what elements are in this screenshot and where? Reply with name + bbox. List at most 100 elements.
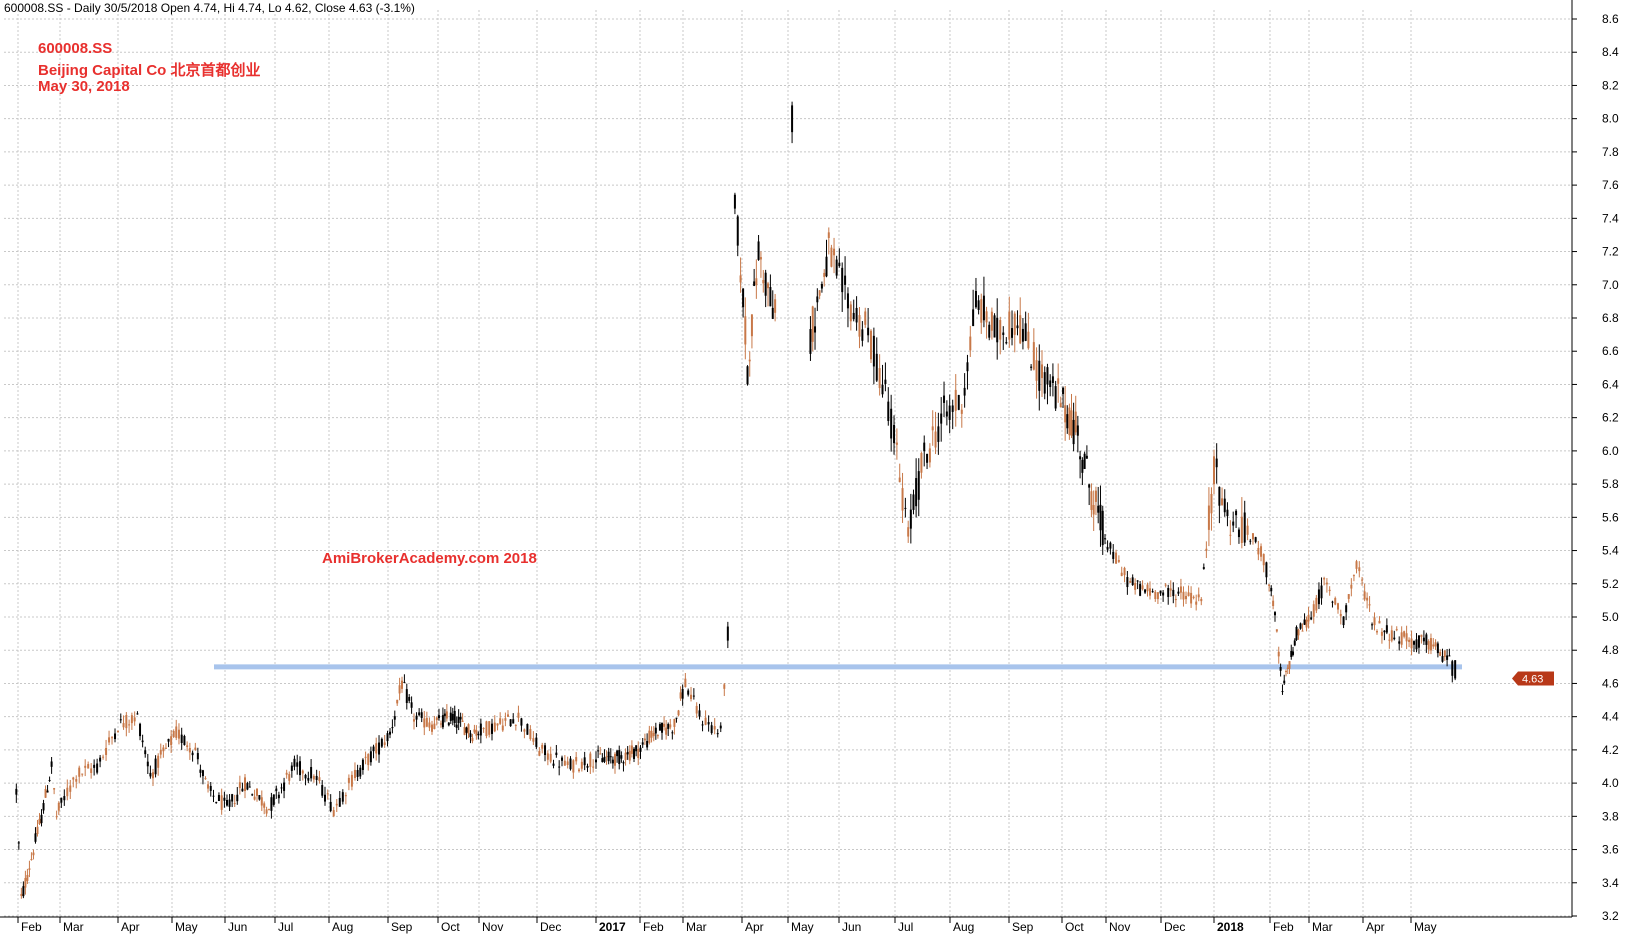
price-bar-body xyxy=(739,275,742,283)
price-bar-body xyxy=(413,719,415,722)
price-bar-body xyxy=(605,756,608,758)
price-bar-body xyxy=(246,783,249,790)
price-bar-body xyxy=(538,750,541,756)
price-bar-body xyxy=(231,794,234,802)
x-tick-label: Feb xyxy=(1273,920,1294,934)
price-bar-body xyxy=(893,424,896,444)
price-bar-body xyxy=(263,803,266,808)
price-bar-body xyxy=(175,726,178,738)
price-bar-body xyxy=(988,324,991,338)
price-bar-body xyxy=(654,727,657,734)
price-bar-body xyxy=(507,714,509,717)
price-bar-body xyxy=(667,724,670,729)
price-bar-body xyxy=(1361,579,1364,581)
price-bar-body xyxy=(996,317,999,343)
price-bar-body xyxy=(125,715,128,729)
y-tick-label: 3.4 xyxy=(1602,876,1619,890)
price-bar-body xyxy=(878,368,881,389)
price-bar-body xyxy=(771,307,774,319)
price-bar-body xyxy=(490,723,493,734)
price-bar-body xyxy=(755,278,758,286)
price-bar-body xyxy=(226,800,228,806)
price-bar-body xyxy=(338,797,341,807)
price-bar-body xyxy=(504,718,507,721)
price-bar-body xyxy=(223,797,226,801)
price-bar-body xyxy=(63,796,66,801)
price-bar-body xyxy=(630,745,633,754)
x-tick-label: Aug xyxy=(332,920,353,934)
price-bar-body xyxy=(960,409,963,414)
price-bar-body xyxy=(199,769,202,773)
price-bar-body xyxy=(1129,580,1132,583)
price-bar-body xyxy=(614,753,617,766)
price-bar-body xyxy=(677,710,680,716)
price-bar-body xyxy=(633,748,636,759)
price-bar-body xyxy=(471,737,474,742)
price-bar-body xyxy=(469,733,472,738)
price-bar-body xyxy=(864,311,867,325)
price-bar-body xyxy=(1109,542,1112,549)
price-bars xyxy=(15,101,1457,899)
price-bar-body xyxy=(858,315,861,337)
price-bar-body xyxy=(38,818,41,825)
price-bar-body xyxy=(1235,510,1238,516)
price-bar-body xyxy=(1115,552,1118,564)
price-bar-body xyxy=(1246,525,1249,535)
price-bar-body xyxy=(1331,601,1334,603)
y-tick-label: 4.8 xyxy=(1602,643,1619,657)
price-bar-body xyxy=(673,718,676,727)
price-bar-body xyxy=(1226,509,1229,517)
price-bar-body xyxy=(212,795,215,797)
price-bar-body xyxy=(209,785,212,791)
price-bar-body xyxy=(260,797,263,806)
price-bar-body xyxy=(1059,403,1062,408)
price-bar-body xyxy=(744,316,747,345)
price-bar-body xyxy=(248,786,251,788)
x-tick-label: Feb xyxy=(643,920,664,934)
price-bar-body xyxy=(431,724,433,732)
price-bar-body xyxy=(1243,512,1246,543)
price-bar-body xyxy=(17,842,20,844)
price-bar-body xyxy=(969,336,972,351)
price-bar-body xyxy=(1325,582,1328,585)
price-bar-body xyxy=(435,717,438,721)
price-bar-body xyxy=(915,478,918,507)
price-bar-body xyxy=(818,290,821,296)
price-bar-body xyxy=(520,718,523,726)
price-bar-body xyxy=(665,727,668,735)
price-bar-body xyxy=(595,759,597,763)
price-bar-body xyxy=(172,730,175,738)
price-bar-body xyxy=(733,194,736,209)
price-bar-body xyxy=(341,792,344,802)
price-bar-body xyxy=(1008,311,1011,340)
price-bar-body xyxy=(258,795,261,800)
price-bar-body xyxy=(423,718,426,728)
price-bar-body xyxy=(1385,625,1388,633)
x-tick-label: Jun xyxy=(228,920,247,934)
price-bar-body xyxy=(396,699,399,704)
price-bar-body xyxy=(28,868,31,870)
price-bar-body xyxy=(648,730,651,743)
price-bar-body xyxy=(841,267,844,293)
price-bar-body xyxy=(895,442,898,445)
price-bar-body xyxy=(463,727,466,735)
price-bar-body xyxy=(1251,533,1254,540)
price-bar-body xyxy=(569,758,572,770)
price-bar-body xyxy=(679,692,682,699)
price-bar-body xyxy=(526,724,529,735)
price-bar-body xyxy=(1021,328,1024,342)
price-bar-body xyxy=(15,788,18,795)
price-bar-body xyxy=(485,721,488,737)
y-axis-panel xyxy=(1572,0,1636,934)
price-bar-body xyxy=(1213,456,1215,485)
price-bar-body xyxy=(335,803,338,806)
price-bar-body xyxy=(1218,486,1221,506)
price-bar-body xyxy=(99,757,102,762)
price-bar-body xyxy=(1310,617,1313,620)
price-bar-body xyxy=(488,721,491,735)
price-bar-body xyxy=(1427,641,1430,650)
price-bar-body xyxy=(1013,313,1016,335)
price-bar-body xyxy=(1094,490,1097,502)
price-bar-body xyxy=(119,719,122,721)
